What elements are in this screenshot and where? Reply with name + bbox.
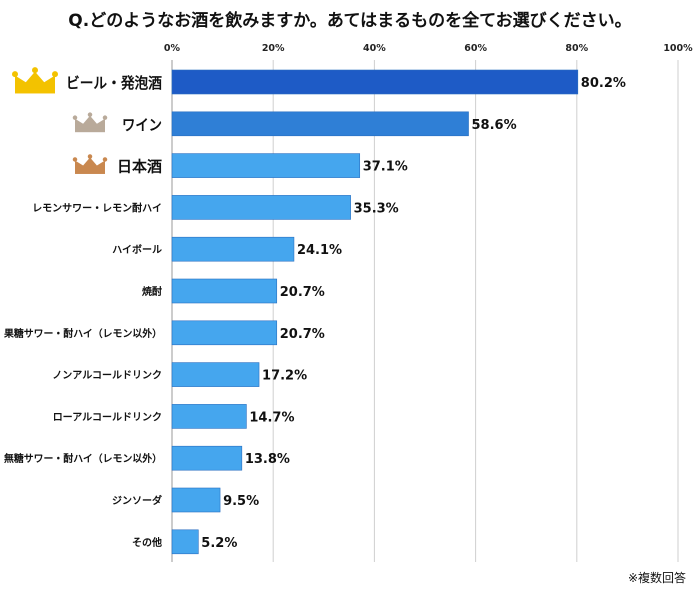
multiple-answer-note: ※複数回答 — [627, 571, 686, 585]
chart-title: Q.どのようなお酒を飲みますか。あてはまるものを全てお選びください。 — [68, 11, 632, 31]
category-label: 日本酒 — [117, 158, 162, 176]
category-label: ハイボール — [112, 243, 162, 256]
bar-5 — [171, 236, 295, 262]
bar-10 — [171, 445, 243, 471]
value-label: 24.1% — [297, 243, 342, 258]
value-label: 80.2% — [581, 76, 626, 91]
value-label: 35.3% — [354, 201, 399, 216]
crown-icon — [12, 67, 58, 94]
crown-icon — [72, 112, 108, 133]
category-label: その他 — [132, 536, 162, 549]
value-label: 5.2% — [201, 536, 237, 551]
value-label: 37.1% — [363, 160, 408, 175]
x-tick-label: 60% — [464, 43, 487, 54]
x-tick-label: 80% — [565, 43, 588, 54]
x-tick-label: 20% — [262, 43, 285, 54]
bar-12 — [171, 529, 199, 555]
value-label: 14.7% — [249, 410, 294, 425]
bar-6 — [171, 278, 278, 304]
value-label: 13.8% — [245, 452, 290, 467]
x-tick-label: 40% — [363, 43, 386, 54]
category-label: 果糖サワー・酎ハイ（レモン以外） — [3, 327, 162, 340]
value-label: 9.5% — [223, 494, 259, 509]
value-label: 17.2% — [262, 369, 307, 384]
x-tick-label: 100% — [663, 43, 693, 54]
category-label: ノンアルコールドリンク — [52, 370, 162, 382]
category-label: ビール・発泡酒 — [66, 74, 162, 92]
category-label: ローアルコールドリンク — [53, 411, 162, 423]
bar-2 — [171, 111, 469, 137]
category-label: 焼酎 — [142, 285, 162, 298]
bar-8 — [171, 362, 260, 387]
category-label: 無糖サワー・酎ハイ（レモン以外） — [4, 452, 162, 465]
category-label: ジンソーダ — [112, 494, 162, 507]
value-label: 20.7% — [280, 327, 325, 342]
bar-1 — [171, 69, 579, 95]
bar-7 — [171, 320, 278, 346]
value-label: 20.7% — [280, 285, 325, 300]
x-tick-label: 0% — [164, 43, 181, 54]
bar-11 — [171, 487, 221, 513]
bar-4 — [171, 195, 351, 220]
category-label: ワイン — [122, 116, 162, 134]
crown-icon — [72, 154, 108, 174]
bar-9 — [171, 404, 247, 429]
category-label: レモンサワー・レモン酎ハイ — [32, 201, 162, 214]
bar-3 — [171, 153, 361, 178]
value-label: 58.6% — [472, 118, 517, 133]
